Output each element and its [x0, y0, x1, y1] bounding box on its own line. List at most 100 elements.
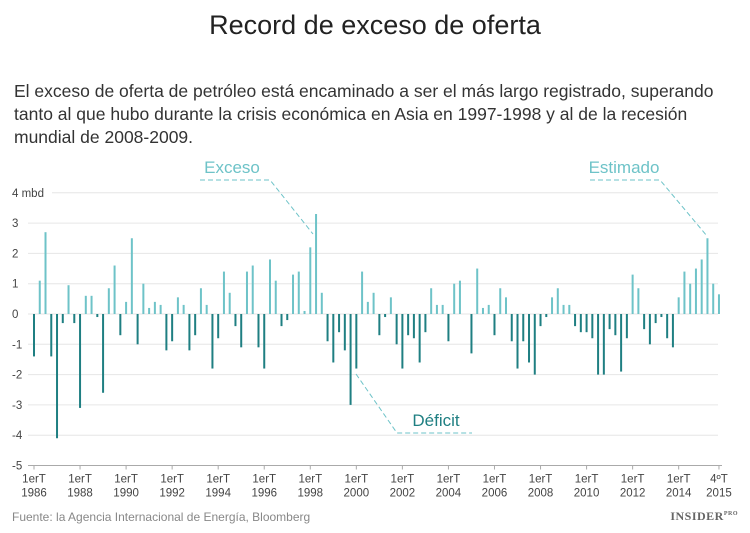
bar — [631, 274, 634, 314]
bar — [349, 314, 352, 405]
bar — [96, 314, 99, 318]
deficit-annotation: Déficit — [412, 411, 460, 430]
bar — [194, 314, 197, 336]
bar — [683, 271, 686, 314]
bar — [424, 314, 427, 333]
bar — [303, 310, 306, 314]
x-tick-label-year: 1990 — [113, 488, 139, 500]
x-tick-label-quarter: 1erT — [575, 474, 599, 486]
surplus-annotation-leader — [200, 179, 314, 235]
bar — [199, 288, 202, 314]
bar — [648, 314, 651, 345]
bar — [142, 283, 145, 314]
x-tick-label-quarter: 1erT — [483, 474, 507, 486]
x-tick-label-year: 1988 — [67, 488, 93, 500]
bar — [620, 314, 623, 372]
bar — [418, 314, 421, 363]
bar — [361, 271, 364, 314]
bar — [660, 314, 663, 318]
x-tick-label-quarter: 1erT — [22, 474, 46, 486]
bar — [228, 292, 231, 314]
bar — [148, 307, 151, 314]
bar — [700, 259, 703, 314]
bar — [136, 314, 139, 345]
x-tick-label-year: 1992 — [159, 488, 185, 500]
x-tick-label-year: 2015 — [706, 488, 732, 500]
bar — [292, 274, 295, 314]
bar — [614, 314, 617, 336]
bar — [401, 314, 404, 369]
bar — [33, 314, 35, 357]
bar — [717, 294, 720, 314]
x-tick-label-quarter: 1erT — [114, 474, 138, 486]
bar — [240, 314, 243, 348]
bar — [338, 314, 341, 333]
y-tick-label: 2 — [12, 248, 18, 260]
bar — [182, 304, 185, 314]
bar — [102, 314, 105, 393]
bar — [504, 297, 507, 314]
bar — [487, 304, 490, 314]
bar — [412, 314, 415, 339]
bar — [671, 314, 674, 348]
x-tick-label-year: 2006 — [482, 488, 508, 500]
bar — [591, 314, 594, 339]
y-tick-label: -5 — [12, 461, 22, 473]
y-tick-label: -4 — [12, 430, 23, 442]
bar — [395, 314, 398, 345]
bar — [493, 314, 496, 336]
bar — [165, 314, 168, 351]
x-tick-label-quarter: 1erT — [667, 474, 691, 486]
bar — [188, 314, 191, 351]
bar — [315, 214, 318, 314]
bar — [654, 314, 657, 324]
bar — [355, 314, 358, 369]
bar — [470, 314, 473, 354]
bar — [447, 314, 450, 342]
bar — [268, 259, 271, 314]
bar — [79, 314, 82, 408]
bar — [245, 271, 248, 314]
bar — [38, 280, 41, 314]
bar — [499, 288, 502, 314]
chart-title: Record de exceso de oferta — [209, 10, 541, 40]
bar — [435, 304, 438, 314]
y-tick-label: 4 mbd — [12, 188, 44, 200]
x-tick-label-quarter: 1erT — [345, 474, 369, 486]
insider-pro-logo: INSIDERPRO — [670, 509, 738, 523]
bar — [585, 314, 588, 333]
x-tick-label-year: 1994 — [205, 488, 231, 500]
x-tick-label-year: 2010 — [574, 488, 600, 500]
bar — [297, 271, 300, 314]
bar — [343, 314, 346, 351]
bar — [67, 285, 70, 314]
bar — [217, 314, 220, 339]
bar — [90, 295, 93, 314]
bar — [320, 292, 323, 314]
bar — [430, 288, 433, 314]
x-tick-label-year: 2000 — [344, 488, 370, 500]
x-tick-label-year: 2008 — [528, 488, 554, 500]
bar — [251, 265, 254, 314]
bar — [73, 314, 76, 324]
bar — [257, 314, 260, 348]
bar — [689, 283, 692, 314]
y-tick-label: -2 — [12, 370, 22, 382]
bar — [666, 314, 669, 339]
bar — [125, 301, 128, 314]
bar — [481, 307, 484, 314]
bar — [286, 314, 289, 321]
bar — [602, 314, 605, 375]
bar — [211, 314, 214, 369]
bar — [119, 314, 122, 336]
bar — [574, 314, 577, 327]
deficit-annotation-leader — [355, 373, 472, 434]
x-tick-label-quarter: 1erT — [529, 474, 553, 486]
bar — [625, 314, 628, 339]
bar — [453, 283, 456, 314]
x-tick-label-year: 2012 — [620, 488, 646, 500]
bar — [159, 304, 162, 314]
x-tick-label-year: 1986 — [21, 488, 47, 500]
estimate-annotation-leader — [590, 179, 708, 237]
